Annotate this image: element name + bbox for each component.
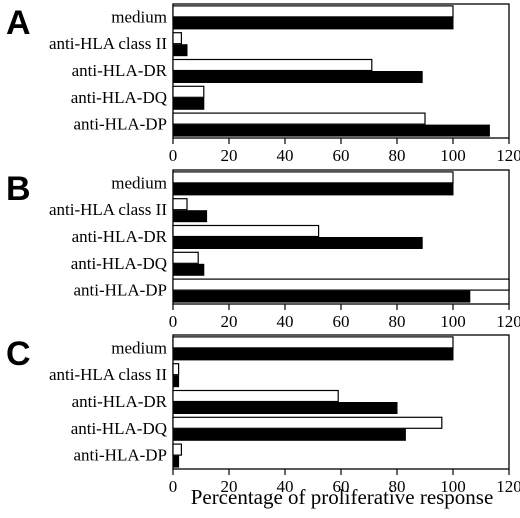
x-tick-label: 120 <box>496 477 520 496</box>
category-label: anti-HLA-DQ <box>71 254 167 273</box>
category-label: medium <box>111 173 167 192</box>
bar-open <box>172 389 339 403</box>
category-label: anti-HLA-DR <box>72 227 168 246</box>
bar-open <box>172 443 182 456</box>
x-tick-label: 0 <box>169 477 178 496</box>
bar-filled <box>172 71 423 83</box>
bar-open <box>172 363 180 376</box>
x-tick-label: 20 <box>221 477 238 496</box>
bar-filled <box>172 290 471 303</box>
bar-open <box>172 112 426 125</box>
category-label: anti-HLA-DQ <box>71 88 167 107</box>
bar-filled <box>172 455 180 468</box>
bar-filled <box>172 44 188 57</box>
bar-open <box>172 32 182 45</box>
category-label: medium <box>111 338 167 357</box>
panel-letter: A <box>6 4 31 42</box>
x-tick-label: 100 <box>440 312 466 331</box>
x-tick-label: 80 <box>389 312 406 331</box>
panel-letter: C <box>6 335 31 373</box>
x-tick-label: 60 <box>333 146 350 165</box>
bar-open <box>172 416 443 429</box>
category-label: anti-HLA class II <box>49 34 167 53</box>
x-tick-label: 0 <box>169 312 178 331</box>
bar-open <box>172 58 373 72</box>
x-tick-label: 40 <box>277 477 294 496</box>
category-label: anti-HLA class II <box>49 365 167 384</box>
x-axis-label: Percentage of proliferative response <box>191 485 494 509</box>
category-label: anti-HLA-DR <box>72 61 168 80</box>
x-tick-label: 60 <box>333 477 350 496</box>
bar-filled <box>172 124 490 137</box>
category-label: anti-HLA-DP <box>74 446 167 465</box>
bar-open <box>172 336 454 349</box>
bar-filled <box>172 210 208 223</box>
x-tick-label: 100 <box>440 477 466 496</box>
x-tick-label: 40 <box>277 146 294 165</box>
category-label: anti-HLA-DP <box>74 281 167 300</box>
category-label: anti-HLA-DQ <box>71 419 167 438</box>
bar-filled <box>172 17 454 30</box>
bar-open <box>172 198 188 211</box>
bar-open <box>172 278 510 291</box>
bar-filled <box>172 402 398 414</box>
panel-letter: B <box>6 170 31 208</box>
bar-open <box>172 251 199 264</box>
x-tick-label: 20 <box>221 312 238 331</box>
category-label: anti-HLA-DR <box>72 392 168 411</box>
bar-open <box>172 85 205 98</box>
bar-open <box>172 5 454 18</box>
x-tick-label: 80 <box>389 477 406 496</box>
bar-filled <box>172 375 180 388</box>
bar-filled <box>172 263 205 276</box>
category-label: medium <box>111 7 167 26</box>
bar-open <box>172 224 320 238</box>
bar-filled <box>172 428 406 441</box>
x-tick-label: 60 <box>333 312 350 331</box>
x-tick-label: 80 <box>389 146 406 165</box>
bar-filled <box>172 348 454 361</box>
category-label: anti-HLA-DP <box>74 115 167 134</box>
bar-filled <box>172 183 454 196</box>
bar-filled <box>172 237 423 249</box>
category-label: anti-HLA class II <box>49 200 167 219</box>
x-tick-label: 120 <box>496 146 520 165</box>
x-tick-label: 20 <box>221 146 238 165</box>
x-tick-label: 120 <box>496 312 520 331</box>
bar-open <box>172 171 454 184</box>
bar-filled <box>172 97 205 110</box>
x-tick-label: 100 <box>440 146 466 165</box>
x-tick-label: 40 <box>277 312 294 331</box>
x-tick-label: 0 <box>169 146 178 165</box>
